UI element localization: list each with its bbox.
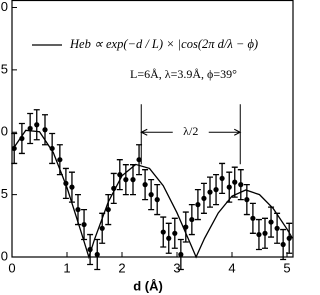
data-point (69, 184, 75, 190)
data-point (286, 235, 292, 241)
data-point (111, 185, 117, 191)
legend-label: Heb ∝ exp(−d / L) × |cos(2π d/λ − ϕ) (69, 37, 258, 51)
data-point (219, 175, 225, 182)
data-point (130, 177, 136, 183)
y-tick-label: 0 (1, 248, 8, 263)
annotation: L=6Å, λ=3.9Å, ϕ=39° (130, 67, 237, 81)
data-point (19, 135, 25, 142)
data-point (148, 192, 154, 198)
plot-frame (11, 0, 294, 258)
data-point (274, 225, 280, 231)
data-point (280, 241, 286, 248)
data-point (142, 182, 148, 188)
data-point (244, 197, 250, 203)
data-point (201, 195, 207, 201)
data-point (207, 189, 213, 195)
x-tick-label: 0 (8, 260, 15, 275)
x-tick-label: 4 (228, 260, 235, 275)
data-point (94, 251, 100, 258)
data-point (232, 179, 238, 185)
bracket-arrow (140, 128, 242, 136)
data-point (172, 230, 178, 236)
data-point (256, 231, 262, 238)
data-point (226, 184, 232, 190)
x-tick-label: 2 (118, 260, 125, 275)
data-point (57, 157, 63, 163)
data-point (34, 122, 40, 128)
data-point (195, 202, 201, 208)
data-point (42, 127, 48, 133)
data-point (136, 157, 142, 163)
bracket-label: λ/2 (183, 124, 198, 138)
y-tick-label: 5 (1, 186, 8, 201)
data-point (166, 235, 172, 241)
chart: d (Å) L=6Å, λ=3.9Å, ϕ=39° 0 1 2 3 4 5 0 5 0 5 0 Heb… (1, 0, 294, 293)
data-point (238, 182, 244, 188)
data-point (11, 145, 17, 152)
data-point (99, 225, 105, 231)
data-point (49, 145, 55, 152)
y-tick-label: 0 (1, 0, 8, 14)
data-point (183, 224, 189, 230)
data-point (87, 246, 93, 253)
x-tick-label: 5 (283, 260, 290, 275)
data-point (75, 206, 81, 213)
data-point (250, 215, 256, 221)
data-point (178, 251, 184, 258)
data-point (117, 172, 123, 178)
y-tick-label: 0 (1, 124, 8, 139)
x-tick-label: 1 (63, 260, 70, 275)
x-axis-label: d (Å) (133, 278, 163, 293)
y-tick-label: 5 (1, 61, 8, 76)
data-point (123, 177, 129, 183)
data-point (213, 187, 219, 193)
data-point (63, 180, 69, 186)
data-point (160, 229, 166, 235)
data-point (189, 216, 195, 223)
data-point (105, 206, 111, 213)
x-tick-label: 3 (173, 260, 180, 275)
data-point (81, 221, 87, 228)
data-point (262, 230, 268, 236)
data-point (27, 125, 33, 132)
data-point (268, 219, 274, 225)
data-point (154, 197, 160, 203)
